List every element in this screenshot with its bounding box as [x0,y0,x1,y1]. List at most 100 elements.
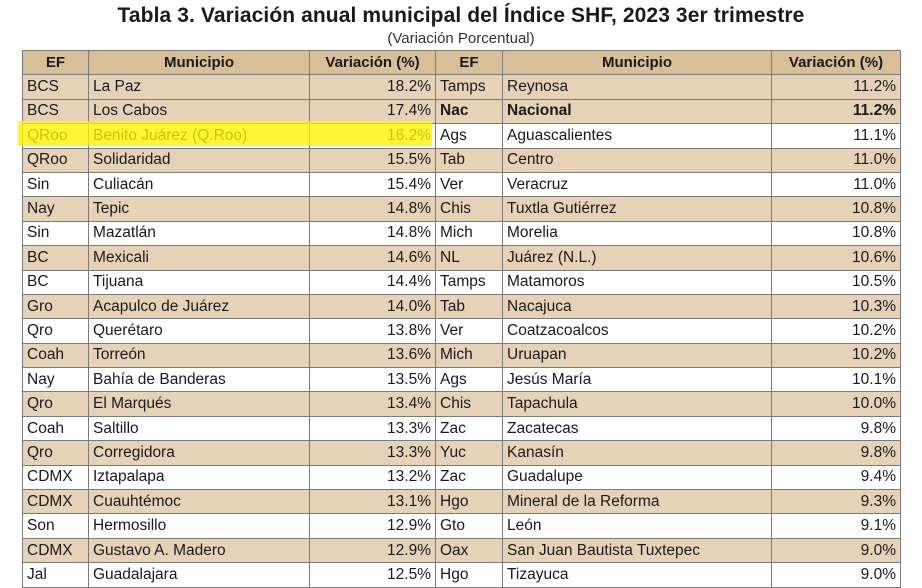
cell-ef: Mich [435,342,503,369]
cell-ef: Chis [435,196,503,222]
cell-municipio: San Juan Bautista Tuxtepec [502,537,772,564]
cell-ef: Gto [435,513,503,539]
table-row: BCS La Paz 18.2% Tamps Reynosa 11.2% [22,74,901,100]
cell-municipio: Cuauhtémoc [88,489,310,515]
cell-municipio: Tapachula [502,391,772,417]
header-variacion-left: Variación (%) [309,49,436,76]
cell-ef: Qro [22,391,89,417]
cell-municipio: Uruapan [502,342,772,369]
table-row: Nay Bahía de Banderas 13.5% Ags Jesús María 1… [22,367,901,393]
cell-variacion: 12.9% [309,537,436,564]
cell-variacion: 15.4% [309,171,436,198]
cell-ef: Nay [22,196,89,222]
cell-ef: Nay [22,367,89,393]
table-row: BC Tijuana 14.4% Tamps Matamoros 10.5% [22,269,901,295]
cell-ef: Jal [22,562,89,588]
header-ef-left: EF [22,49,89,76]
cell-variacion: 10.8% [771,196,901,222]
cell-variacion: 14.8% [309,196,436,222]
table-row: CDMX Cuauhtémoc 13.1% Hgo Mineral de la Refo… [22,489,901,515]
header-ef-right: EF [435,49,503,76]
cell-ef: Hgo [435,562,503,588]
cell-ef: BC [22,245,89,271]
cell-municipio: Jesús María [502,367,772,393]
table-row: Sin Culiacán 15.4% Ver Veracruz 11.0% [22,171,901,198]
table-row: Son Hermosillo 12.9% Gto León 9.1% [22,513,901,539]
table-row: Qro Corregidora 13.3% Yuc Kanasín 9.8% [22,440,901,466]
cell-municipio: Gustavo A. Madero [88,537,310,564]
cell-ef: Hgo [435,489,503,515]
cell-ef: Zac [435,415,503,442]
cell-ef: CDMX [22,489,89,515]
cell-variacion: 13.6% [309,342,436,369]
table-row: Qro Querétaro 13.8% Ver Coatzacoalcos 10.2% [22,318,901,344]
cell-variacion: 10.6% [771,245,901,271]
cell-ef: BC [22,269,89,295]
cell-municipio: León [502,513,772,539]
table-row: Nay Tepic 14.8% Chis Tuxtla Gutiérrez 10.8% [22,196,901,222]
cell-municipio: Tuxtla Gutiérrez [502,196,772,222]
cell-municipio: Reynosa [502,74,772,100]
cell-ef: Qro [22,318,89,344]
cell-ef: Zac [435,464,503,491]
cell-ef: BCS [22,98,89,125]
table-header-row: EF Municipio Variación (%) EF Municipio … [22,49,901,76]
table-row: Gro Acapulco de Juárez 14.0% Tab Nacajuca 10.… [22,293,901,320]
cell-variacion: 13.3% [309,440,436,466]
cell-municipio: Nacajuca [502,293,772,320]
cell-municipio: Acapulco de Juárez [88,293,310,320]
cell-variacion: 14.8% [309,220,436,247]
cell-ef: Mich [435,220,503,247]
cell-variacion: 9.1% [771,513,901,539]
cell-variacion: 9.3% [771,489,901,515]
cell-variacion: 13.5% [309,367,436,393]
cell-ef: Son [22,513,89,539]
cell-municipio: Coatzacoalcos [502,318,772,344]
cell-municipio: Mazatlán [88,220,310,247]
cell-variacion: 13.8% [309,318,436,344]
cell-ef: NL [435,245,503,271]
cell-variacion: 10.1% [771,367,901,393]
cell-municipio: Torreón [88,342,310,369]
cell-municipio: Nacional [502,98,772,125]
cell-ef: Yuc [435,440,503,466]
cell-municipio: Mexicali [88,245,310,271]
cell-municipio: Centro [502,147,772,173]
cell-variacion: 10.0% [771,391,901,417]
cell-variacion: 9.8% [771,415,901,442]
cell-variacion: 18.2% [309,74,436,100]
cell-variacion: 9.0% [771,562,901,588]
cell-municipio: Corregidora [88,440,310,466]
cell-municipio: Querétaro [88,318,310,344]
cell-municipio: Morelia [502,220,772,247]
table-row: BCS Los Cabos 17.4% Nac Nacional 11.2% [22,98,901,125]
cell-ef: Oax [435,537,503,564]
cell-variacion: 13.1% [309,489,436,515]
cell-variacion: 10.5% [771,269,901,295]
cell-ef: Tab [435,147,503,173]
cell-variacion: 12.5% [309,562,436,588]
cell-variacion: 11.2% [771,98,901,125]
cell-municipio: Kanasín [502,440,772,466]
cell-variacion: 9.8% [771,440,901,466]
cell-municipio: Matamoros [502,269,772,295]
cell-municipio: Tizayuca [502,562,772,588]
cell-municipio: Bahía de Banderas [88,367,310,393]
table-title: Tabla 3. Variación anual municipal del Í… [117,4,805,27]
table-row: Coah Saltillo 13.3% Zac Zacatecas 9.8% [22,415,901,442]
cell-variacion: 10.2% [771,318,901,344]
table-row: Coah Torreón 13.6% Mich Uruapan 10.2% [22,342,901,369]
cell-ef: Ags [435,123,503,149]
cell-ef: Tamps [435,269,503,295]
cell-variacion: 11.0% [771,147,901,173]
header-variacion-right: Variación (%) [771,49,901,76]
cell-ef: Chis [435,391,503,417]
cell-municipio: Iztapalapa [88,464,310,491]
cell-variacion: 10.2% [771,342,901,369]
cell-ef: Ags [435,367,503,393]
cell-municipio: Saltillo [88,415,310,442]
cell-ef: Tab [435,293,503,320]
cell-municipio: El Marqués [88,391,310,417]
cell-ef: BCS [22,74,89,100]
table-subtitle: (Variación Porcentual) [387,30,535,47]
